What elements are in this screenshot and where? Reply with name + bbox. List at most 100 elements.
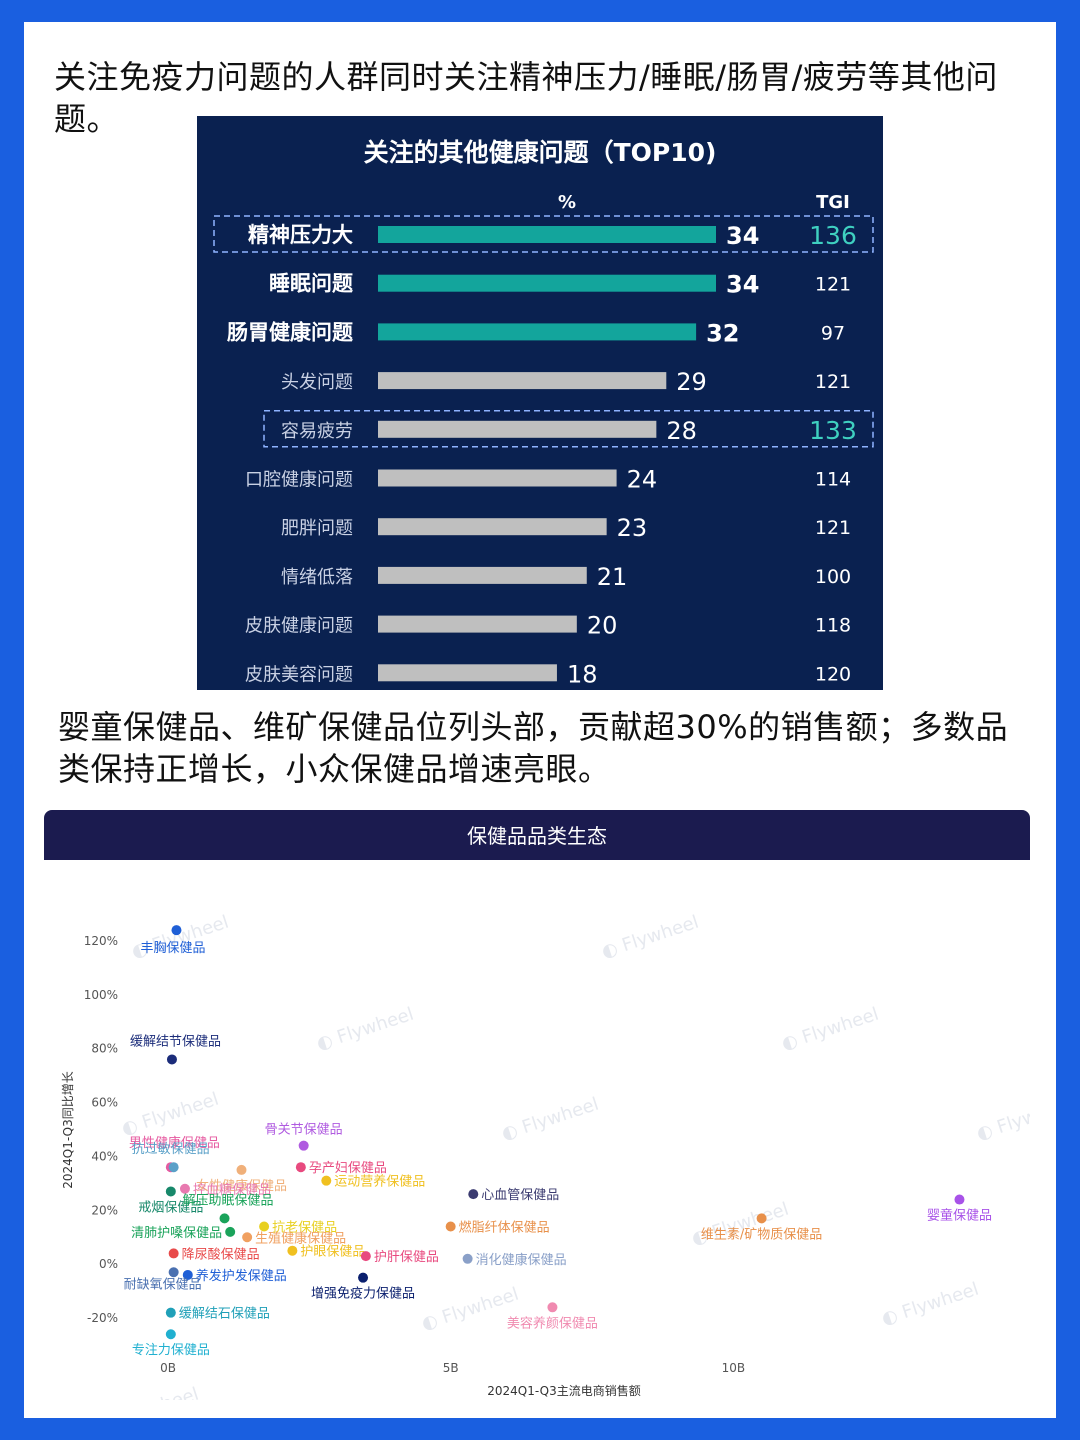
y-tick-label: 80% xyxy=(91,1042,118,1056)
scatter-point-label: 抗过敏保健品 xyxy=(132,1142,210,1157)
scatter-point-label: 女性健康保健品 xyxy=(196,1178,287,1194)
scatter-point-label: 孕产妇保健品 xyxy=(309,1160,387,1176)
scatter-point-label: 控血糖保健品 xyxy=(193,1182,271,1198)
scatter-point xyxy=(298,1140,309,1151)
x-axis-label: 2024Q1-Q3主流电商销售额 xyxy=(487,1383,640,1398)
bar-value-label: 32 xyxy=(706,319,739,347)
tgi-value: 121 xyxy=(815,274,851,296)
y-tick-label: -20% xyxy=(87,1311,118,1325)
intro-text: 关注免疫力问题的人群同时关注精神压力/睡眠/肠胃/疲劳等其他问题。 xyxy=(54,58,998,138)
scatter-point xyxy=(179,1183,190,1194)
scatter-point-label: 心血管保健品 xyxy=(481,1188,559,1203)
bar-value-label: 23 xyxy=(617,514,648,542)
bar xyxy=(378,518,607,536)
watermark: ◐ Flywheel xyxy=(499,1094,601,1145)
watermark: ◐ Flywheel xyxy=(879,1279,981,1330)
scatter-chart: ◐ Flywheel ◐ Flywheel ◐ Flywheel ◐ Flywheel… xyxy=(61,912,1030,1400)
scatter-point-label: 抗老保健品 xyxy=(272,1220,337,1235)
bar xyxy=(378,469,617,487)
scatter-point-label: 缓解结节保健品 xyxy=(130,1034,221,1049)
scatter-point xyxy=(259,1221,270,1232)
bar-category-label: 皮肤美容问题 xyxy=(245,664,353,685)
bar-chart: 关注的其他健康问题（TOP10)% TGI 精神压力大 34 136 睡眠问题 34 121 肠… xyxy=(213,138,874,688)
y-tick-label: 60% xyxy=(91,1096,118,1110)
tgi-header: TGI xyxy=(816,192,850,213)
bar-value-label: 24 xyxy=(627,466,658,494)
tgi-value: 120 xyxy=(815,663,851,685)
bar xyxy=(378,420,657,438)
scatter-point xyxy=(287,1245,298,1256)
bar-category-label: 肠胃健康问题 xyxy=(227,320,354,344)
highlight-frame xyxy=(213,215,874,253)
y-tick-label: 120% xyxy=(84,934,118,948)
bar-chart-panel: 关注的其他健康问题（TOP10)% TGI 精神压力大 34 136 睡眠问题 34 121 肠… xyxy=(197,116,883,690)
bar-chart-title: 关注的其他健康问题（TOP10) xyxy=(364,138,717,167)
bar-category-label: 情绪低落 xyxy=(281,567,353,588)
bar-value-label: 18 xyxy=(567,660,598,688)
bar-category-label: 皮肤健康问题 xyxy=(245,616,353,637)
scatter-point-label: 降尿酸保健品 xyxy=(182,1247,260,1262)
scatter-chart-panel: 保健品品类生态 ◐ Flywheel ◐ Flywheel ◐ Flywheel ◐ … xyxy=(44,810,1030,1400)
bar xyxy=(378,226,716,243)
watermark: ◐ Flywheel xyxy=(314,1004,416,1055)
scatter-point-label: 骨关节保健品 xyxy=(265,1123,343,1138)
y-tick-label: 40% xyxy=(91,1149,118,1163)
tgi-value: 100 xyxy=(815,566,851,588)
scatter-point xyxy=(468,1189,479,1200)
bar-value-label: 34 xyxy=(726,222,759,250)
bar-value-label: 28 xyxy=(666,417,697,445)
scatter-point xyxy=(236,1164,247,1175)
scatter-point xyxy=(166,1054,177,1065)
x-tick-label: 5B xyxy=(443,1361,459,1375)
scatter-point-label: 维生素/矿物质保健品 xyxy=(701,1227,822,1242)
scatter-point xyxy=(321,1175,332,1186)
scatter-point xyxy=(168,1248,179,1259)
bar-value-label: 29 xyxy=(676,368,707,396)
bar-category-label: 精神压力大 xyxy=(248,223,353,247)
intro-text-2: 婴童保健品、维矿保健品位列头部，贡献超30%的销售额；多数品类保持正增长，小众保… xyxy=(58,708,1009,788)
bar-value-label: 20 xyxy=(587,612,618,640)
bar xyxy=(378,274,716,292)
scatter-point xyxy=(165,1186,176,1197)
y-tick-label: 0% xyxy=(99,1257,118,1271)
value-header: % xyxy=(558,192,576,213)
scatter-point xyxy=(242,1232,253,1243)
scatter-point xyxy=(358,1272,369,1283)
scatter-point-label: 专注力保健品 xyxy=(132,1343,210,1358)
scatter-point-label: 男性健康保健品 xyxy=(129,1135,220,1151)
bar xyxy=(378,323,697,341)
tgi-value: 121 xyxy=(815,371,851,393)
bar-value-label: 34 xyxy=(726,271,759,299)
scatter-point-label: 消化健康保健品 xyxy=(476,1252,567,1268)
scatter-point xyxy=(168,1162,179,1173)
watermark: ◐ Flywheel xyxy=(99,1384,201,1400)
scatter-chart-title: 保健品品类生态 xyxy=(44,810,1030,860)
scatter-point xyxy=(445,1221,456,1232)
scatter-point xyxy=(165,1329,176,1340)
scatter-point xyxy=(360,1251,371,1262)
tgi-value: 118 xyxy=(815,615,851,637)
scatter-point-label: 缓解结石保健品 xyxy=(179,1307,270,1322)
scatter-point-label: 丰胸保健品 xyxy=(140,941,205,956)
scatter-point-label: 美容养颜保健品 xyxy=(507,1315,598,1331)
bar-category-label: 头发问题 xyxy=(281,372,353,393)
scatter-point-label: 护肝保健品 xyxy=(374,1250,439,1265)
scatter-point xyxy=(225,1226,236,1237)
scatter-point-label: 婴童保健品 xyxy=(927,1208,992,1224)
scatter-point xyxy=(756,1213,767,1224)
y-tick-label: 100% xyxy=(84,988,118,1002)
bar-category-label: 口腔健康问题 xyxy=(245,470,353,491)
scatter-point xyxy=(547,1302,558,1313)
scatter-point-label: 戒烟保健品 xyxy=(138,1200,203,1215)
watermark: ◐ Flywheel xyxy=(974,1094,1030,1145)
watermark: ◐ Flywheel xyxy=(599,912,701,963)
tgi-value: 136 xyxy=(809,221,857,250)
scatter-point xyxy=(171,925,182,936)
scatter-point-label: 清肺护嗓保健品 xyxy=(131,1226,222,1241)
bar-category-label: 肥胖问题 xyxy=(281,518,353,539)
scatter-point xyxy=(182,1269,193,1280)
tgi-value: 121 xyxy=(815,517,851,539)
scatter-point-label: 运动营养保健品 xyxy=(334,1174,425,1190)
bar-value-label: 21 xyxy=(597,563,628,591)
x-tick-label: 10B xyxy=(722,1361,746,1375)
